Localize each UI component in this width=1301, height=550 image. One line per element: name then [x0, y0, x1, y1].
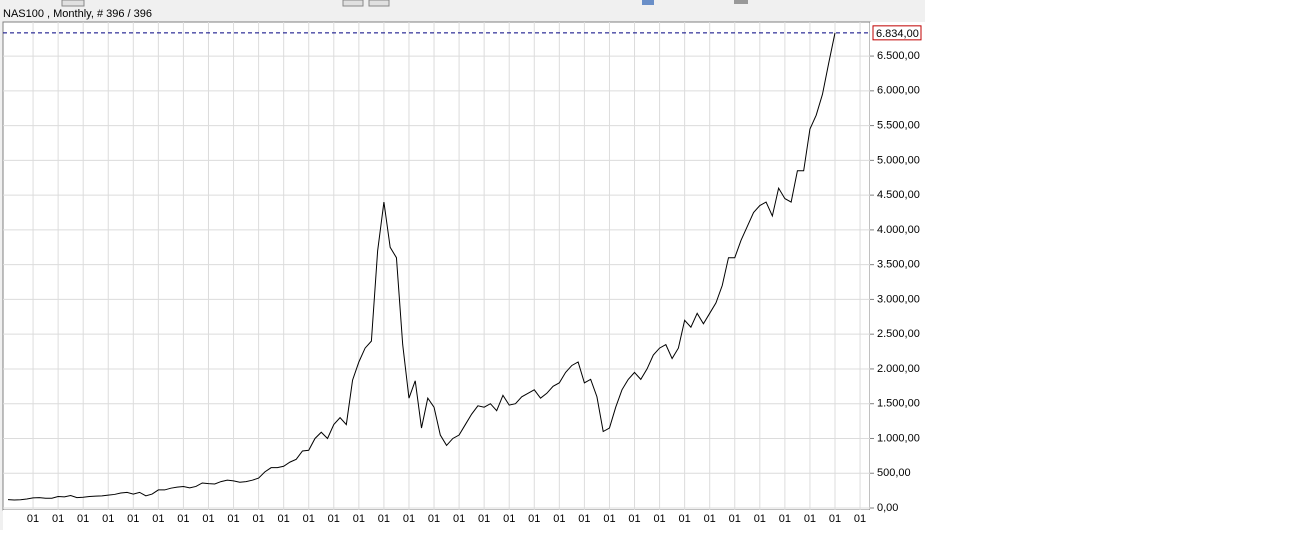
price-axis — [870, 22, 925, 510]
x-tick-label: 01 — [478, 513, 490, 525]
x-tick-label: 01 — [453, 513, 465, 525]
x-tick-label: 01 — [378, 513, 390, 525]
x-tick-label: 01 — [27, 513, 39, 525]
x-tick-label: 01 — [653, 513, 665, 525]
x-tick-label: 01 — [603, 513, 615, 525]
x-tick-label: 01 — [152, 513, 164, 525]
x-tick-label: 01 — [729, 513, 741, 525]
plot-area — [2, 21, 871, 511]
toolbar-button[interactable] — [61, 0, 85, 7]
x-tick-label: 01 — [52, 513, 64, 525]
x-tick-label: 01 — [278, 513, 290, 525]
x-tick-label: 01 — [628, 513, 640, 525]
y-tick-label: 3.000,00 — [877, 293, 920, 305]
y-tick-label: 4.000,00 — [877, 224, 920, 236]
x-tick-label: 01 — [754, 513, 766, 525]
x-tick-label: 01 — [829, 513, 841, 525]
x-tick-label: 01 — [177, 513, 189, 525]
x-tick-label: 01 — [403, 513, 415, 525]
toolbar-button[interactable] — [342, 0, 364, 7]
y-tick-label: 500,00 — [877, 467, 911, 479]
x-tick-label: 01 — [503, 513, 515, 525]
y-tick-label: 1.000,00 — [877, 432, 920, 444]
x-tick-label: 01 — [127, 513, 139, 525]
y-tick-label: 5.500,00 — [877, 120, 920, 132]
x-tick-label: 01 — [353, 513, 365, 525]
x-tick-label: 01 — [252, 513, 264, 525]
x-tick-label: 01 — [102, 513, 114, 525]
x-tick-label: 01 — [328, 513, 340, 525]
last-price-box — [872, 25, 922, 41]
price-line — [7, 32, 836, 501]
y-tick-label: 3.500,00 — [877, 259, 920, 271]
x-tick-label: 01 — [804, 513, 816, 525]
y-tick-label: 0,00 — [877, 502, 898, 514]
x-tick-label: 01 — [528, 513, 540, 525]
chart-title: NAS100 , Monthly, # 396 / 396 — [3, 8, 152, 20]
x-tick-label: 01 — [679, 513, 691, 525]
toolbar-button[interactable] — [368, 0, 390, 7]
x-tick-label: 01 — [779, 513, 791, 525]
y-tick-label: 4.500,00 — [877, 189, 920, 201]
x-tick-label: 01 — [704, 513, 716, 525]
y-tick-label: 1.500,00 — [877, 398, 920, 410]
x-tick-label: 01 — [77, 513, 89, 525]
y-tick-label: 5.000,00 — [877, 154, 920, 166]
x-tick-label: 01 — [227, 513, 239, 525]
y-tick-label: 2.000,00 — [877, 363, 920, 375]
x-tick-label: 01 — [202, 513, 214, 525]
x-tick-label: 01 — [303, 513, 315, 525]
y-tick-label: 6.000,00 — [877, 85, 920, 97]
toolbar-button[interactable] — [734, 0, 748, 4]
last-price-label: 6.834,00 — [876, 28, 919, 40]
x-tick-label: 01 — [578, 513, 590, 525]
y-tick-label: 2.500,00 — [877, 328, 920, 340]
x-tick-label: 01 — [553, 513, 565, 525]
x-tick-label: 01 — [854, 513, 866, 525]
x-tick-label: 01 — [428, 513, 440, 525]
toolbar — [61, 0, 748, 7]
time-axis — [3, 510, 925, 530]
y-tick-label: 6.500,00 — [877, 50, 920, 62]
toolbar-button[interactable] — [642, 0, 654, 5]
